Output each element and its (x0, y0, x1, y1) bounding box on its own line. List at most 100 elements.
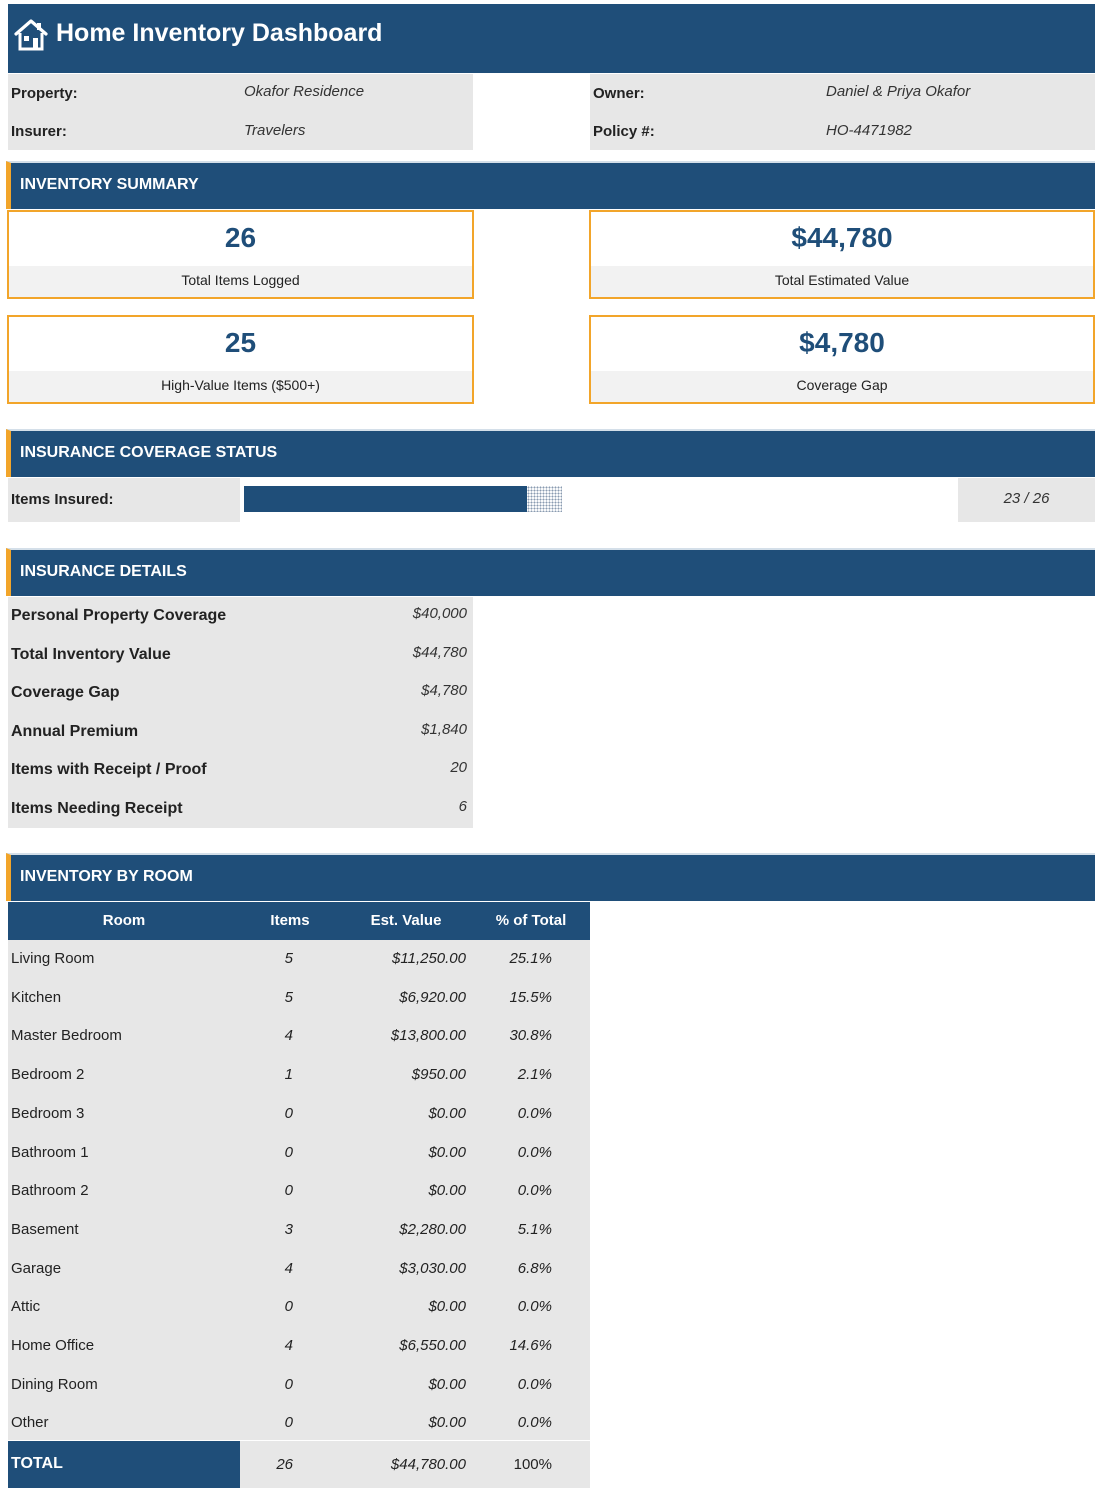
owner-info-panel (590, 74, 1095, 150)
detail-label: Items with Receipt / Proof (11, 761, 207, 779)
room-name: Basement (11, 1220, 79, 1238)
detail-value: 6 (458, 798, 467, 815)
insurer-value: Travelers (244, 122, 306, 139)
room-value: $0.00 (428, 1182, 466, 1200)
total-value: $44,780.00 (390, 1456, 466, 1473)
room-value: $6,920.00 (399, 988, 466, 1006)
room-items: 0 (284, 1143, 293, 1161)
kpi-value: 25 (224, 327, 257, 358)
room-value: $0.00 (428, 1143, 466, 1161)
room-percent: 0.0% (517, 1298, 552, 1316)
room-name: Dining Room (11, 1375, 98, 1393)
detail-value: $1,840 (421, 720, 467, 738)
room-value: $2,280.00 (399, 1220, 466, 1238)
home-icon (14, 19, 48, 51)
insured-progress-bar (244, 486, 563, 512)
dashboard-header (8, 4, 1095, 73)
kpi-card-coverage-gap: $4,780 Coverage Gap (589, 315, 1095, 404)
room-percent: 25.1% (509, 950, 552, 967)
room-items: 0 (284, 1104, 293, 1122)
total-label: TOTAL (11, 1455, 63, 1472)
detail-value: $40,000 (412, 605, 467, 622)
room-items: 1 (284, 1066, 293, 1084)
room-percent: 5.1% (517, 1220, 552, 1238)
policy-label: Policy #: (593, 123, 655, 140)
room-items: 3 (284, 1220, 293, 1238)
kpi-label: Total Estimated Value (774, 272, 910, 288)
room-name: Other (11, 1414, 49, 1432)
total-items: 26 (276, 1456, 293, 1473)
room-percent: 0.0% (517, 1375, 552, 1393)
room-percent: 6.8% (517, 1259, 552, 1277)
room-percent: 15.5% (509, 988, 552, 1006)
room-percent: 14.6% (509, 1337, 552, 1354)
insured-progress-fill (244, 486, 529, 512)
col-header-room: Room (102, 912, 146, 929)
kpi-label: Total Items Logged (181, 272, 300, 288)
room-items: 4 (284, 1337, 293, 1354)
section-title: INSURANCE COVERAGE STATUS (20, 444, 278, 461)
inventory-summary-header: INVENTORY SUMMARY (6, 161, 1095, 209)
property-info-panel (8, 74, 473, 150)
detail-label: Personal Property Coverage (11, 607, 227, 624)
kpi-label: Coverage Gap (796, 377, 888, 393)
kpi-label: High-Value Items ($500+) (161, 377, 320, 393)
section-title: INSURANCE DETAILS (20, 563, 187, 580)
room-value: $0.00 (428, 1104, 466, 1122)
detail-value: $44,780 (412, 643, 467, 661)
room-items: 4 (284, 1259, 293, 1277)
room-name: Attic (11, 1298, 41, 1316)
room-name: Living Room (11, 950, 95, 967)
insurance-details-panel (8, 597, 473, 828)
room-percent: 0.0% (517, 1104, 552, 1122)
room-name: Home Office (11, 1337, 95, 1354)
col-header-items: Items (270, 912, 310, 929)
detail-label: Coverage Gap (11, 684, 120, 702)
property-label: Property: (11, 85, 78, 102)
col-header-percent: % of Total (495, 912, 567, 929)
items-insured-ratio-cell (958, 478, 1095, 522)
col-header-value: Est. Value (370, 912, 442, 929)
policy-value: HO-4471982 (826, 122, 912, 139)
room-items: 4 (284, 1027, 293, 1045)
total-label-cell (8, 1441, 240, 1488)
room-items: 5 (284, 950, 293, 967)
room-table-header (8, 902, 590, 940)
kpi-card-total-items: 26 Total Items Logged (7, 210, 474, 299)
room-items: 0 (284, 1414, 293, 1432)
room-percent: 0.0% (517, 1182, 552, 1200)
room-table-body (8, 940, 590, 1440)
insurance-details-header: INSURANCE DETAILS (6, 548, 1095, 596)
detail-value: 20 (450, 759, 467, 777)
room-percent: 0.0% (517, 1414, 552, 1432)
detail-label: Items Needing Receipt (11, 800, 183, 817)
room-name: Bathroom 1 (11, 1143, 89, 1161)
room-name: Bedroom 3 (11, 1104, 85, 1122)
room-value: $3,030.00 (399, 1259, 466, 1277)
page-title: Home Inventory Dashboard (56, 19, 383, 47)
uninsured-remainder (527, 486, 562, 512)
room-value: $11,250.00 (392, 950, 466, 967)
items-insured-label: Items Insured: (11, 491, 114, 508)
room-value: $13,800.00 (390, 1027, 466, 1045)
owner-label: Owner: (593, 85, 645, 102)
room-name: Garage (11, 1259, 62, 1277)
items-insured-ratio: 23 / 26 (1003, 490, 1050, 507)
room-items: 0 (284, 1298, 293, 1316)
total-percent: 100% (513, 1456, 552, 1473)
room-name: Master Bedroom (11, 1027, 122, 1045)
detail-label: Total Inventory Value (11, 645, 171, 663)
owner-value: Daniel & Priya Okafor (826, 83, 971, 100)
coverage-status-header: INSURANCE COVERAGE STATUS (6, 429, 1095, 477)
items-insured-label-cell (8, 478, 240, 522)
inventory-by-room-header: INVENTORY BY ROOM (6, 853, 1095, 901)
insurer-label: Insurer: (11, 123, 67, 140)
room-value: $0.00 (428, 1298, 466, 1316)
room-items: 5 (284, 988, 293, 1006)
kpi-value: $44,780 (791, 222, 893, 253)
room-value: $6,550.00 (399, 1337, 466, 1354)
room-value: $950.00 (411, 1066, 466, 1084)
room-items: 0 (284, 1182, 293, 1200)
kpi-value: 26 (224, 222, 257, 253)
room-percent: 2.1% (517, 1066, 552, 1084)
